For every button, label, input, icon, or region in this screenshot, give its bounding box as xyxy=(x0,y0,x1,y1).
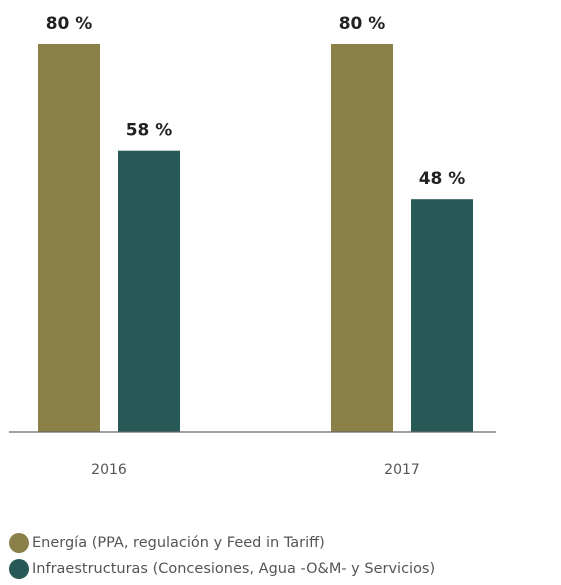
value-label-2017-series-0: 80 % xyxy=(339,14,386,34)
legend-item-energia: Energía (PPA, regulación y Feed in Tarif… xyxy=(9,530,435,556)
value-labels-group: 80 % 58 % 80 % 48 % xyxy=(46,14,466,189)
legend-swatch-energia xyxy=(9,533,29,553)
bar-2017-series-0 xyxy=(331,44,393,432)
bar-2016-series-1 xyxy=(118,150,180,432)
bars-group xyxy=(38,44,473,432)
value-label-2017-series-1: 48 % xyxy=(419,169,466,189)
legend-label-energia: Energía (PPA, regulación y Feed in Tarif… xyxy=(32,535,325,551)
value-label-2016-series-0: 80 % xyxy=(46,14,93,34)
bar-2017-series-1 xyxy=(411,199,473,432)
x-tick-label-2016: 2016 xyxy=(91,462,127,478)
legend: Energía (PPA, regulación y Feed in Tarif… xyxy=(9,530,435,582)
legend-item-infraestructuras: Infraestructuras (Concesiones, Agua -O&M… xyxy=(9,556,435,582)
legend-swatch-infraestructuras xyxy=(9,559,29,579)
x-tick-label-2017: 2017 xyxy=(384,462,420,478)
value-label-2016-series-1: 58 % xyxy=(126,121,173,141)
bar-2016-series-0 xyxy=(38,44,100,432)
x-tick-labels-group: 2016 2017 xyxy=(91,462,420,478)
legend-label-infraestructuras: Infraestructuras (Concesiones, Agua -O&M… xyxy=(32,561,436,577)
